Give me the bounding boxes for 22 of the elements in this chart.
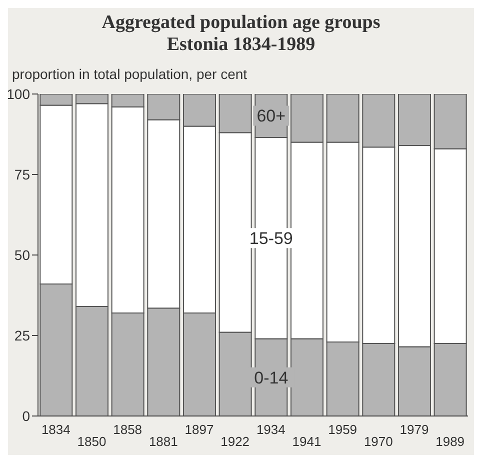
y-tick-label: 50 bbox=[14, 246, 30, 263]
y-axis-title: proportion in total population, per cent bbox=[12, 66, 248, 82]
y-tick-label: 100 bbox=[6, 86, 30, 102]
x-tick-label: 1959 bbox=[328, 422, 358, 437]
series-label: 15-59 bbox=[249, 229, 293, 248]
y-tick-label: 25 bbox=[14, 327, 30, 344]
x-tick-label: 1897 bbox=[184, 422, 214, 437]
x-tick-label: 1834 bbox=[41, 422, 70, 437]
x-tick-label: 1881 bbox=[148, 434, 178, 449]
series-label: 60+ bbox=[256, 106, 286, 126]
x-tick-label: 1850 bbox=[77, 434, 106, 449]
x-tick-label: 1934 bbox=[256, 422, 286, 437]
y-tick-label: 0 bbox=[22, 408, 30, 424]
x-tick-label: 1858 bbox=[113, 422, 142, 437]
y-tick-label: 75 bbox=[14, 166, 30, 182]
chart-title: Aggregated population age groups Estonia 1834-1989 bbox=[100, 12, 382, 56]
x-tick-label: 1941 bbox=[292, 434, 322, 449]
x-tick-label: 1922 bbox=[220, 434, 250, 449]
x-tick-label: 1989 bbox=[436, 434, 465, 449]
series-label: 0-14 bbox=[254, 368, 288, 388]
x-tick-label: 1970 bbox=[364, 434, 393, 449]
x-tick-label: 1979 bbox=[400, 422, 429, 437]
